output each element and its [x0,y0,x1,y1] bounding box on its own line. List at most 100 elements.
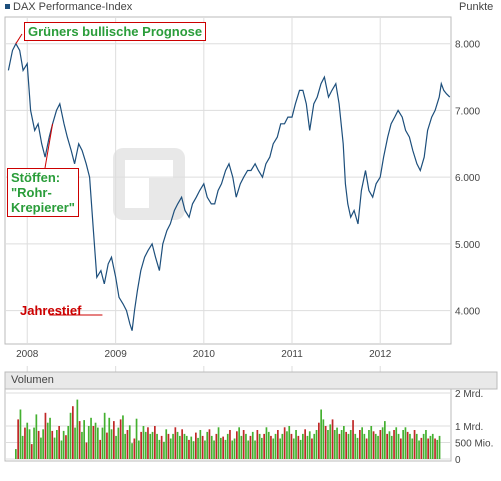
volume-bar [222,436,224,459]
volume-bar [261,437,263,459]
volume-bar [94,422,97,459]
volume-bar [279,438,281,459]
volume-bar [320,409,322,459]
volume-bar [393,430,395,459]
volume-bar [53,437,56,459]
volume-bar [333,430,336,459]
volume-bar [415,433,418,459]
volume-bar [169,438,172,459]
volume-bar [21,435,24,459]
volume-bar [249,435,252,459]
annotation-stoeffen: Stöffen: "Rohr- Krepierer" [7,168,79,217]
volume-bar [324,426,327,459]
volume-bar [19,409,22,459]
volume-bar [199,430,202,459]
unit-label: Punkte [459,1,494,13]
volume-bar [15,449,17,459]
volume-bar [427,438,429,459]
volume-bar [204,440,206,459]
volume-bar [229,430,231,459]
volume-bar [108,417,111,460]
volume-bar [51,430,54,459]
volume-bar [322,419,325,459]
x-tick-label: 2012 [369,349,392,360]
volume-bar [151,431,154,459]
volume-bar [206,431,209,459]
volume-bar [208,429,211,459]
volume-bar [30,444,33,459]
x-tick-label: 2008 [16,349,39,360]
volume-bar [131,443,133,459]
volume-panel-title: Volumen [11,374,54,386]
volume-bar [172,433,174,459]
volume-bar [24,427,26,459]
annotation-arrow-stoeffen [44,123,54,169]
volume-bar [245,433,247,459]
volume-bar [297,435,300,459]
volume-bar [349,430,352,459]
x-tick-label: 2009 [105,349,128,360]
x-tick-label: 2010 [193,349,216,360]
volume-bar [404,427,407,459]
volume-bar [65,435,67,459]
volume-bar [340,430,343,459]
y-tick-label: 5.000 [455,240,480,251]
volume-bar [436,439,439,459]
volume-bar [140,431,142,459]
volume-bar [106,432,108,459]
volume-bar [338,433,341,459]
volume-bar [286,431,288,459]
volume-bar [308,431,311,459]
volume-bar [299,439,302,459]
annotation-arrow-gruener [15,33,23,44]
volume-bar [295,430,297,459]
volume-bar [185,435,188,459]
volume-bar [149,433,152,459]
volume-bar [67,426,70,459]
volume-bar [101,427,104,459]
volume-bar [377,435,379,459]
volume-bar [368,430,370,459]
volume-bar [306,435,309,459]
volume-bar [256,430,259,459]
volume-bar [97,427,99,459]
volume-bar [40,437,42,459]
volume-bar [381,427,384,459]
volume-bar [42,429,44,459]
volume-bar [83,420,85,459]
volume-bar [315,430,318,459]
volume-bar [142,426,145,459]
volume-bar [238,427,240,459]
volume-bar [425,430,427,459]
volume-bar [133,438,136,459]
volume-bar [213,440,215,459]
series-color-marker [5,4,10,9]
volume-bar [352,420,354,459]
volume-bar [292,438,295,459]
volume-bar [74,427,76,459]
y-tick-label: 8.000 [455,40,480,51]
volume-bar [60,440,63,459]
volume-y-tick-label: 500 Mio. [455,439,493,450]
volume-bar [110,429,113,459]
volume-bar [254,440,256,459]
y-tick-label: 7.000 [455,106,480,117]
annotation-gruener-prognose: Grüners bullische Prognose [24,22,207,41]
volume-bar [336,427,338,459]
volume-bar [270,435,272,459]
volume-bar [56,430,58,459]
volume-bar [363,433,366,459]
volume-bar [119,419,122,459]
volume-bar [429,435,432,459]
volume-y-tick-label: 0 [455,455,461,466]
volume-bar [311,438,313,459]
volume-bar [122,415,124,459]
volume-bar [158,439,161,459]
volume-bar [217,427,220,459]
volume-bar [113,421,115,459]
volume-bar [58,426,60,459]
y-tick-label: 6.000 [455,173,480,184]
volume-bar [76,399,79,459]
volume-bar [374,433,377,459]
